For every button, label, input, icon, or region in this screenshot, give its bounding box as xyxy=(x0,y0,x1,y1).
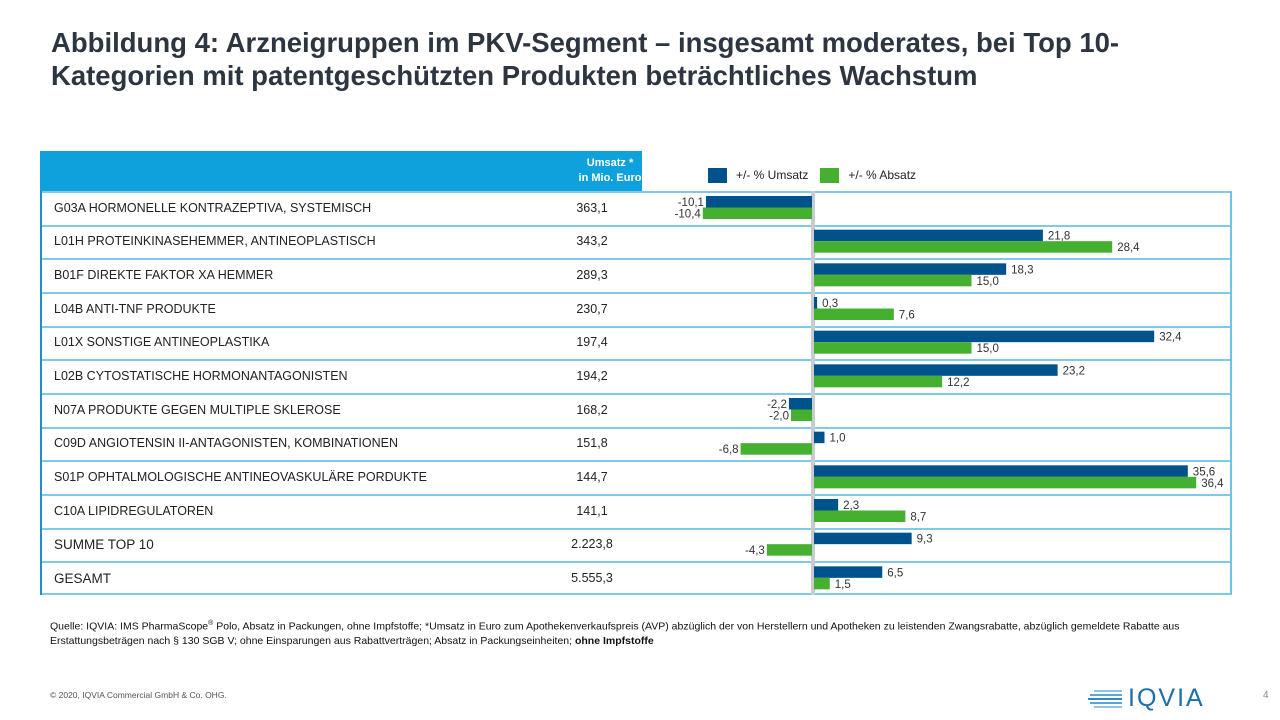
row-umsatz-value: 141,1 xyxy=(576,503,608,518)
table-row: L02B CYTOSTATISCHE HORMONANTAGONISTEN 194… xyxy=(42,359,1230,393)
legend-label-umsatz: +/- % Umsatz xyxy=(736,168,809,182)
slide-title: Abbildung 4: Arzneigruppen im PKV-Segmen… xyxy=(51,27,1120,91)
umsatz-header-line2: in Mio. Euro xyxy=(578,172,642,184)
row-umsatz-value: 194,2 xyxy=(576,369,608,384)
umsatz-column-header: Umsatz * in Mio. Euro xyxy=(550,156,670,186)
row-category-label: C09D ANGIOTENSIN II-ANTAGONISTEN, KOMBIN… xyxy=(54,436,399,451)
copyright: © 2020, IQVIA Commercial GmbH & Co. OHG. xyxy=(50,690,227,700)
registered-mark: ® xyxy=(208,620,214,627)
row-category-label: L01H PROTEINKINASEHEMMER, ANTINEOPLASTIS… xyxy=(54,234,376,249)
table-bottom-border xyxy=(42,593,1230,595)
table-row: GESAMT 5.555,3 xyxy=(42,561,1230,595)
table-row: L01H PROTEINKINASEHEMMER, ANTINEOPLASTIS… xyxy=(42,224,1230,259)
row-category-label: C10A LIPIDREGULATOREN xyxy=(54,503,214,518)
footnote-text-2: Polo, Absatz in Packungen, ohne Impfstof… xyxy=(50,620,1180,647)
iqvia-logo: IQVIA xyxy=(1088,684,1205,713)
table-row: SUMME TOP 10 2.223,8 xyxy=(42,527,1230,562)
table-header: Umsatz * in Mio. Euro xyxy=(40,151,642,191)
page-number: 4 xyxy=(1263,690,1269,701)
footnote-text-1: Quelle: IQVIA: IMS PharmaScope xyxy=(50,620,209,633)
table-row: L04B ANTI-TNF PRODUKTE 230,7 xyxy=(42,292,1230,326)
footnote-bold: ohne Impfstoffe xyxy=(574,634,654,647)
table-row: L01X SONSTIGE ANTINEOPLASTIKA 197,4 xyxy=(42,325,1230,360)
row-category-label: N07A PRODUKTE GEGEN MULTIPLE SKLEROSE xyxy=(54,402,341,417)
chart-legend: +/- % Umsatz +/- % Absatz xyxy=(708,167,928,183)
table-row: N07A PRODUKTE GEGEN MULTIPLE SKLEROSE 168… xyxy=(42,393,1230,427)
row-umsatz-value: 2.223,8 xyxy=(571,537,613,552)
row-umsatz-value: 144,7 xyxy=(576,470,608,485)
row-category-label: G03A HORMONELLE KONTRAZEPTIVA, SYSTEMISC… xyxy=(54,200,372,215)
table-row: G03A HORMONELLE KONTRAZEPTIVA, SYSTEMISC… xyxy=(42,191,1230,225)
row-umsatz-value: 230,7 xyxy=(576,301,608,316)
table-row: S01P OPHTALMOLOGISCHE ANTINEOVASKULÄRE P… xyxy=(42,460,1230,494)
row-category-label: B01F DIREKTE FAKTOR XA HEMMER xyxy=(54,268,274,283)
table-row: C10A LIPIDREGULATOREN 141,1 xyxy=(42,494,1230,528)
logo-text: IQVIA xyxy=(1128,684,1205,712)
row-category-label: S01P OPHTALMOLOGISCHE ANTINEOVASKULÄRE P… xyxy=(54,470,428,485)
data-table: G03A HORMONELLE KONTRAZEPTIVA, SYSTEMISC… xyxy=(40,191,1232,595)
row-umsatz-value: 197,4 xyxy=(576,335,608,350)
row-umsatz-value: 151,8 xyxy=(576,436,608,451)
table-row: B01F DIREKTE FAKTOR XA HEMMER 289,3 xyxy=(42,258,1230,292)
row-category-label: GESAMT xyxy=(54,571,112,587)
zero-axis-line xyxy=(811,191,815,595)
row-category-label: L04B ANTI-TNF PRODUKTE xyxy=(54,301,216,316)
row-umsatz-value: 168,2 xyxy=(576,402,608,417)
row-umsatz-value: 343,2 xyxy=(576,234,608,249)
table-row: C09D ANGIOTENSIN II-ANTAGONISTEN, KOMBIN… xyxy=(42,426,1230,461)
legend-swatch-umsatz xyxy=(708,167,727,183)
legend-swatch-absatz xyxy=(820,167,840,183)
row-umsatz-value: 289,3 xyxy=(576,268,608,283)
row-category-label: L02B CYTOSTATISCHE HORMONANTAGONISTEN xyxy=(54,369,348,384)
row-category-label: L01X SONSTIGE ANTINEOPLASTIKA xyxy=(54,335,270,350)
source-footnote: Quelle: IQVIA: IMS PharmaScope® Polo, Ab… xyxy=(50,617,1240,648)
umsatz-header-line1: Umsatz * xyxy=(586,157,634,169)
logo-stripes-icon xyxy=(1088,689,1122,708)
row-umsatz-value: 363,1 xyxy=(576,200,608,215)
legend-item-umsatz: +/- % Umsatz xyxy=(708,167,809,183)
legend-item-absatz: +/- % Absatz xyxy=(820,167,917,183)
row-umsatz-value: 5.555,3 xyxy=(571,571,613,586)
legend-label-absatz: +/- % Absatz xyxy=(848,168,917,182)
row-category-label: SUMME TOP 10 xyxy=(54,537,154,553)
